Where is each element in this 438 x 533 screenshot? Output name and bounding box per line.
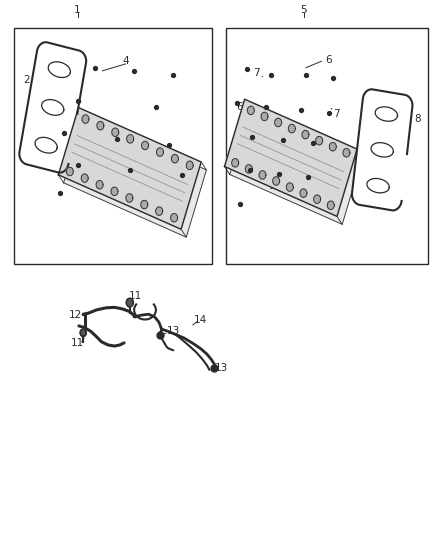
- Polygon shape: [66, 167, 73, 176]
- Polygon shape: [245, 165, 252, 173]
- Polygon shape: [64, 116, 206, 237]
- Polygon shape: [171, 155, 178, 163]
- Polygon shape: [126, 193, 133, 202]
- Text: 12: 12: [69, 310, 82, 320]
- Polygon shape: [156, 207, 162, 215]
- Polygon shape: [375, 107, 398, 121]
- Text: 10: 10: [269, 181, 282, 191]
- Polygon shape: [82, 115, 89, 123]
- Polygon shape: [141, 141, 148, 150]
- Text: 13: 13: [167, 326, 180, 336]
- Polygon shape: [273, 177, 279, 185]
- Text: 6: 6: [237, 102, 243, 112]
- Text: 11: 11: [129, 290, 142, 301]
- Polygon shape: [232, 159, 239, 167]
- Text: 2: 2: [23, 75, 30, 85]
- Polygon shape: [19, 42, 86, 173]
- Polygon shape: [367, 179, 389, 193]
- Polygon shape: [35, 138, 57, 153]
- Polygon shape: [300, 189, 307, 197]
- Polygon shape: [97, 122, 104, 130]
- Text: 6: 6: [267, 139, 274, 149]
- Polygon shape: [261, 112, 268, 120]
- Text: 7: 7: [253, 68, 259, 78]
- Polygon shape: [141, 200, 148, 209]
- Polygon shape: [259, 171, 266, 179]
- Polygon shape: [302, 131, 309, 139]
- Polygon shape: [126, 298, 133, 307]
- Polygon shape: [127, 135, 134, 143]
- Polygon shape: [352, 89, 413, 211]
- Polygon shape: [329, 142, 336, 151]
- Polygon shape: [81, 174, 88, 182]
- Text: 6: 6: [325, 55, 332, 64]
- Polygon shape: [171, 214, 177, 222]
- Polygon shape: [111, 187, 118, 196]
- Text: 8: 8: [414, 114, 421, 124]
- Text: 4: 4: [186, 172, 193, 182]
- Bar: [226, 28, 428, 264]
- Text: 5: 5: [300, 5, 307, 15]
- Polygon shape: [48, 62, 71, 77]
- Text: 7: 7: [333, 109, 340, 119]
- Text: 14: 14: [194, 314, 207, 325]
- Polygon shape: [286, 183, 293, 191]
- Polygon shape: [275, 118, 282, 127]
- Polygon shape: [314, 195, 321, 204]
- Polygon shape: [225, 99, 357, 216]
- Text: 4: 4: [122, 56, 129, 66]
- Text: 11: 11: [71, 338, 84, 349]
- Text: 13: 13: [215, 364, 228, 373]
- Polygon shape: [230, 107, 362, 224]
- Polygon shape: [247, 106, 254, 115]
- Polygon shape: [343, 149, 350, 157]
- Polygon shape: [42, 100, 64, 115]
- Polygon shape: [327, 201, 334, 209]
- Polygon shape: [96, 181, 103, 189]
- Polygon shape: [186, 161, 193, 169]
- Polygon shape: [58, 108, 201, 229]
- Polygon shape: [80, 329, 86, 336]
- Text: 1: 1: [74, 5, 81, 15]
- Text: 3: 3: [34, 102, 41, 112]
- Text: 9: 9: [397, 149, 403, 159]
- Bar: [14, 28, 212, 264]
- Polygon shape: [288, 124, 295, 133]
- Polygon shape: [316, 136, 323, 145]
- Polygon shape: [371, 143, 393, 157]
- Polygon shape: [156, 148, 163, 156]
- Polygon shape: [112, 128, 119, 136]
